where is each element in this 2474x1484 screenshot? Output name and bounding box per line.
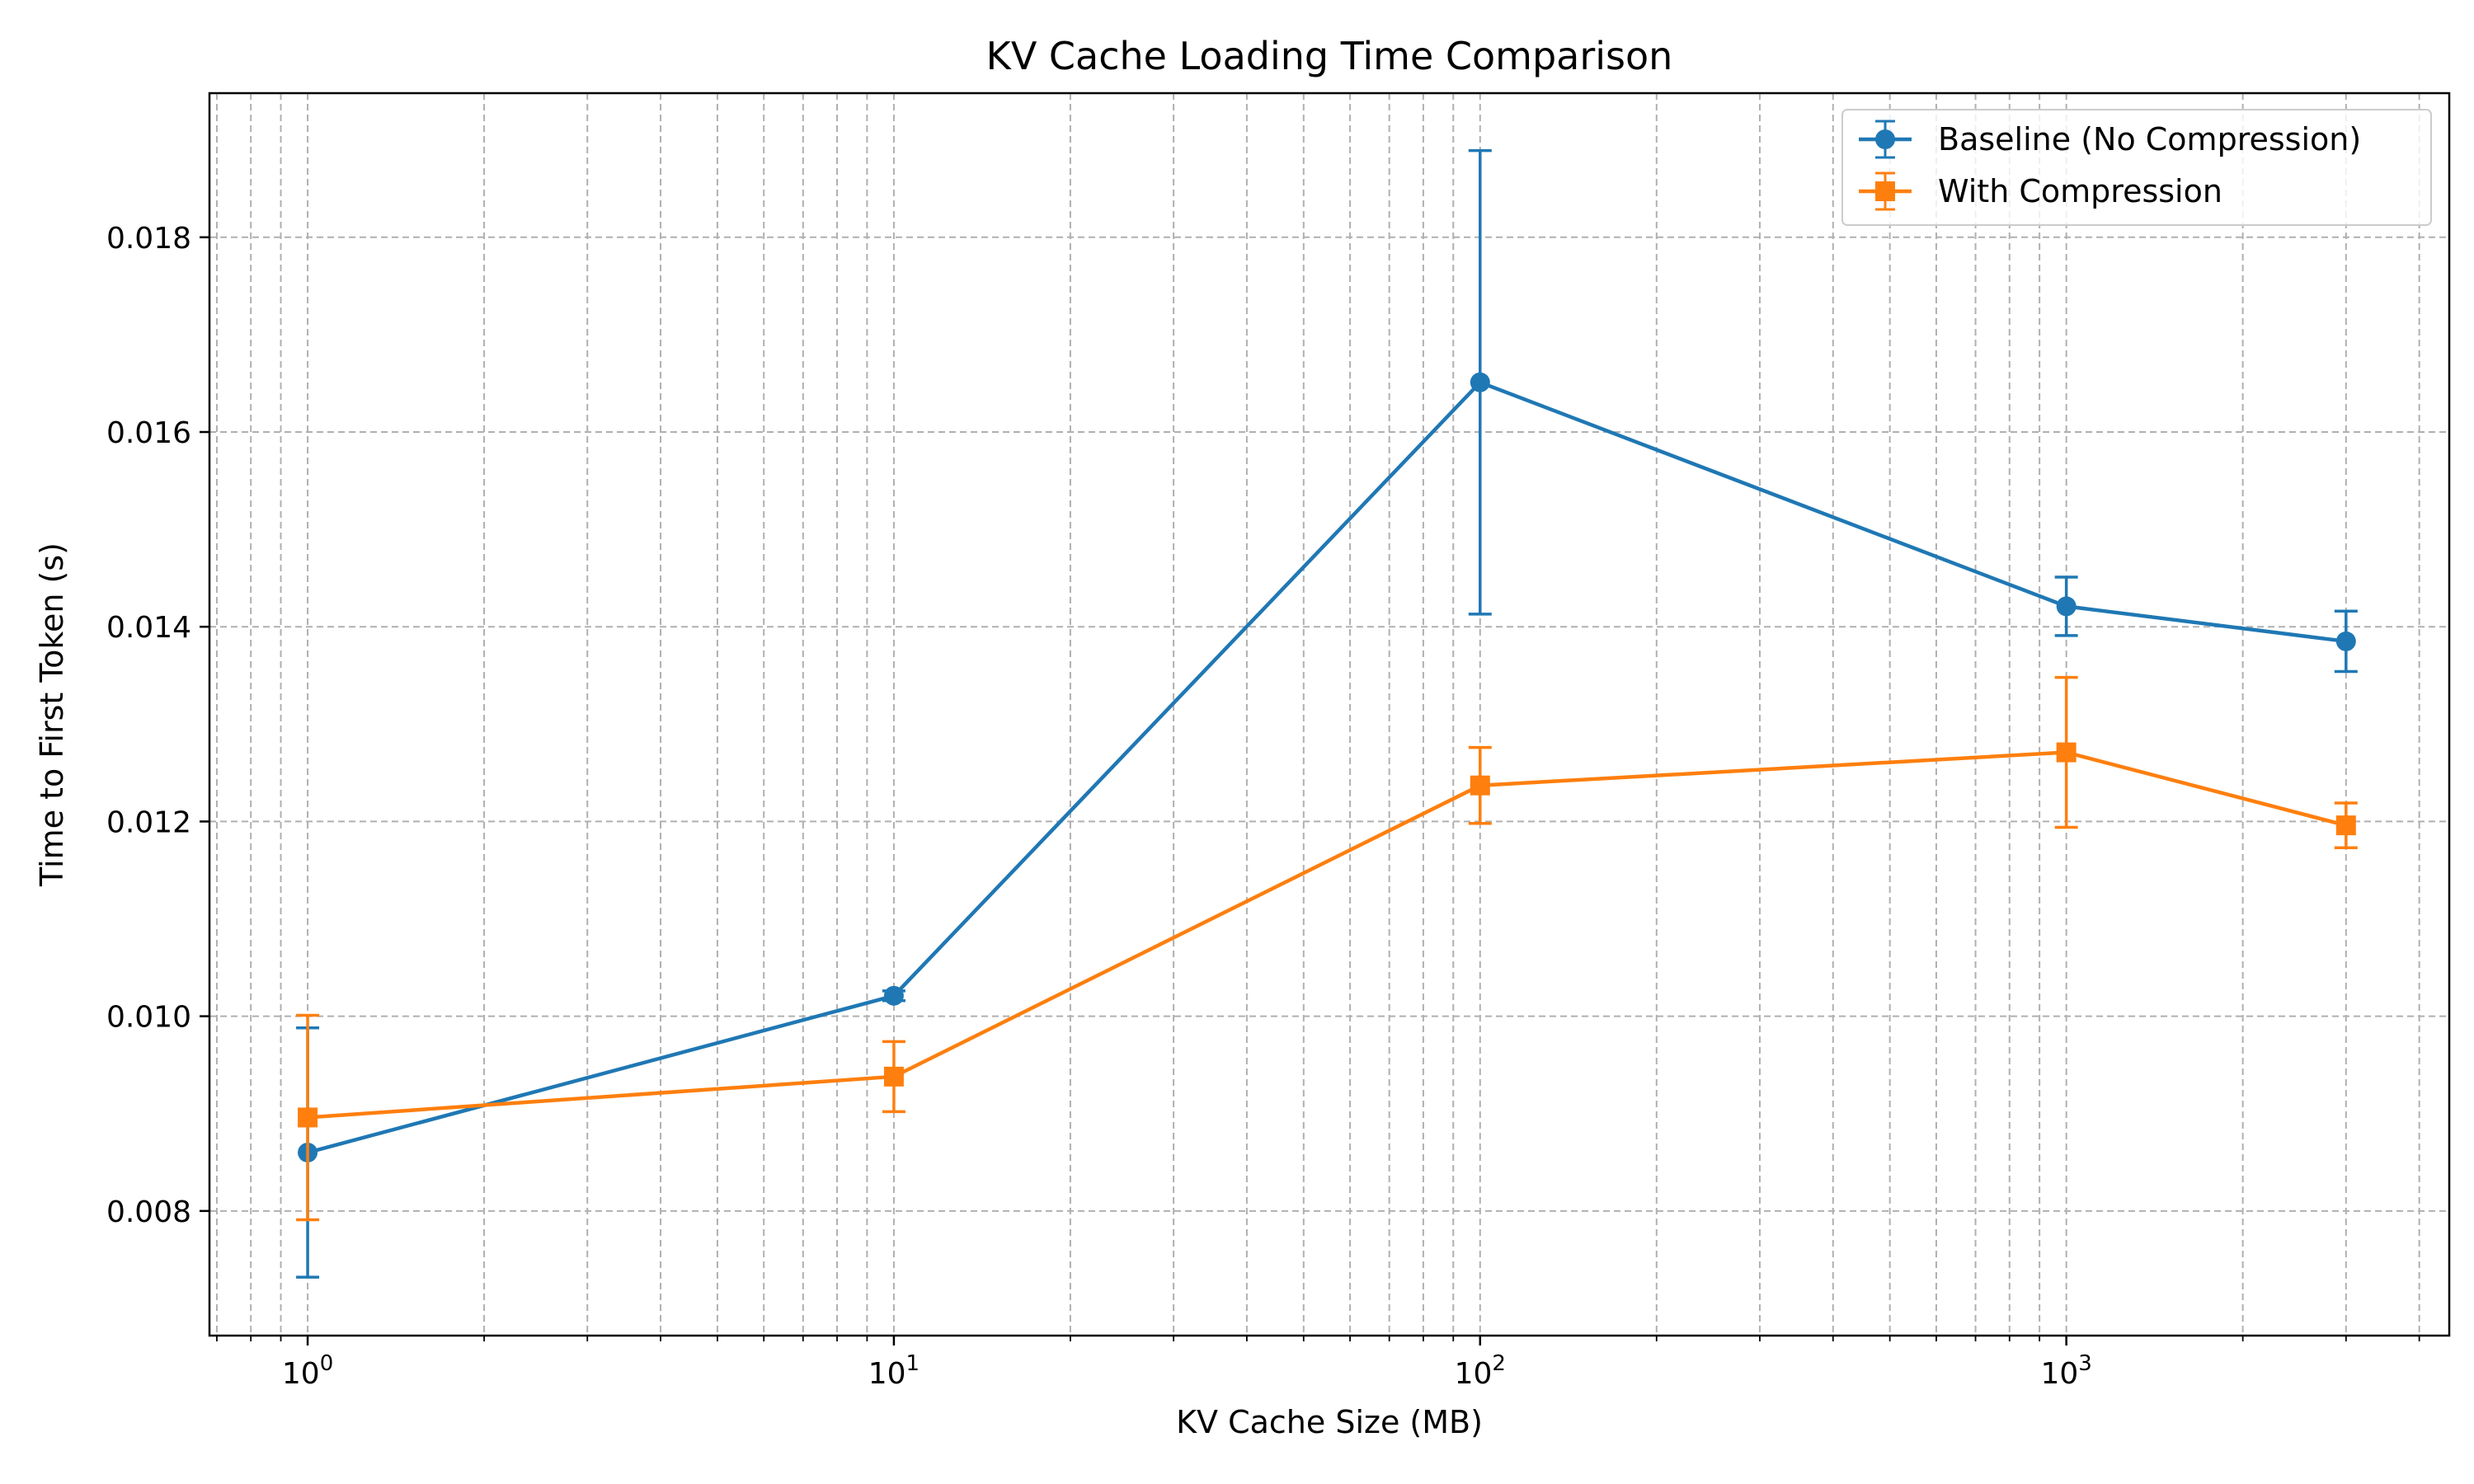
data-point [2335,815,2356,836]
legend-marker [1875,129,1895,149]
data-point [883,1066,904,1087]
legend-item: Baseline (No Compression) [1859,120,2361,159]
data-point [2056,596,2077,617]
y-tick-label: 0.016 [106,416,191,450]
x-tick-label: 100 [282,1351,333,1391]
legend-label: Baseline (No Compression) [1938,121,2361,157]
legend-item: With Compression [1859,171,2222,211]
data-point [298,1107,318,1128]
data-point [1470,372,1490,392]
grid [209,93,2449,1336]
legend-box [1841,109,2432,226]
legend-label: With Compression [1938,173,2222,209]
y-tick-label: 0.008 [106,1195,191,1229]
x-axis-label: KV Cache Size (MB) [1176,1404,1483,1440]
plot-frame [208,92,2451,1337]
data-point [2335,631,2356,651]
data-point [1470,775,1490,796]
x-tick-label: 103 [2040,1351,2091,1391]
legend-marker [1875,181,1895,201]
y-tick-label: 0.012 [106,805,191,839]
data-point [883,985,904,1006]
y-tick-label: 0.014 [106,611,191,645]
y-tick-label: 0.010 [106,1001,191,1035]
legend: Baseline (No Compression) With Compressio… [1841,109,2432,226]
series-compression [296,675,2358,1222]
chart-title: KV Cache Loading Time Comparison [986,34,1673,78]
axes: 0.008 0.010 0.012 0.014 0.016 0.018 100 101 102 1… [106,92,2451,1391]
x-tick-label: 102 [1455,1351,1506,1391]
y-tick-label: 0.018 [106,222,191,256]
x-tick-label: 101 [868,1351,920,1391]
y-axis-label: Time to First Token (s) [34,542,70,887]
data-point [2056,742,2077,763]
series-group [296,148,2358,1279]
